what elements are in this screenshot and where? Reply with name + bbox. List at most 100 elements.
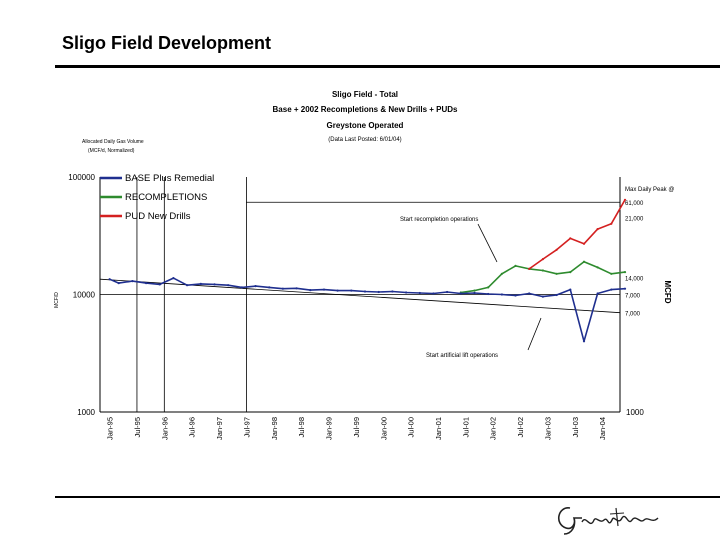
annotation-artificial-lift-arrow [527,317,542,351]
series-point-base [582,340,586,343]
series-point-base [268,286,271,289]
annotation-recompletion-arrow [477,223,498,263]
series-point-base [528,292,531,295]
series-point-base [391,290,394,293]
series-point-base [405,291,408,294]
annotation-artificial-lift: Start artificial lift operations [426,353,498,359]
series-point-base [131,280,134,283]
y-axis-label-left: MCF/D [54,292,60,308]
series-point-base [487,292,490,296]
series-point-pud [569,237,572,240]
x-tick-label: Jan-99 [325,417,334,440]
x-tick-label: Jan-00 [379,417,388,440]
series-point-recompletions [541,269,545,272]
series-point-pud [623,198,627,201]
series-line-base [109,277,626,343]
series-point-base [295,287,298,290]
series-point-base [227,284,230,287]
series-point-recompletions [487,286,490,289]
legend-label-base: BASE Plus Remedial [125,173,214,184]
slide-title: Sligo Field Development [62,33,272,53]
series-point-recompletions [623,271,627,274]
x-tick-label: Jan-96 [160,417,169,440]
reference-value: 14,000 [625,276,644,282]
series-point-pud [555,248,558,251]
series-point-recompletions [569,271,572,274]
series-point-recompletions [610,272,613,275]
reference-value: 7,000 [625,312,641,318]
series-point-base [569,288,572,291]
series-point-base [186,284,189,287]
x-tick-label: Jul-99 [352,417,361,437]
tick-labels: 100000 10000 1000 1000 Jan-95 Jul-95 Jan-96 Jul… [68,173,644,440]
series-point-base [199,282,202,285]
y-tick-label-left: 100000 [68,173,95,182]
chart-subtitle: (Data Last Posted: 6/01/04) [328,137,401,143]
series-point-base [254,285,257,288]
chart-legend: BASE Plus Remedial RECOMPLETIONS PUD New… [100,173,214,222]
series-point-recompletions [582,260,586,263]
series-point-base [459,292,462,295]
series-point-base [555,293,558,297]
series-lines [108,198,627,343]
series-point-base [596,292,599,295]
series-point-base [363,290,367,293]
x-tick-label: Jan-04 [598,417,607,440]
reference-value: 61,000 [625,201,644,207]
series-point-base [322,288,326,291]
series-point-base [309,289,312,292]
chart-note-line-1: Allocated Daily Gas Volume [82,139,144,145]
series-point-recompletions [514,264,517,267]
series-point-pud [528,267,531,270]
series-point-base [473,291,476,295]
series-point-base [514,294,517,297]
series-point-base [336,289,339,292]
series-line-recompletions [460,260,626,294]
series-point-recompletions [473,289,476,292]
series-point-pud [541,258,545,261]
x-tick-label: Jul-95 [133,417,142,437]
x-tick-label: Jul-96 [188,417,197,437]
x-tick-label: Jan-97 [215,417,224,440]
series-point-base [281,287,284,290]
series-point-base [541,295,545,298]
x-tick-label: Jul-97 [242,417,251,437]
x-tick-label: Jan-03 [543,417,552,440]
series-point-base [446,290,449,294]
series-point-base [108,278,111,281]
x-tick-label: Jul-01 [461,417,470,437]
annotation-recompletion: Start recompletion operations [400,217,478,223]
series-point-base [500,293,503,296]
series-point-recompletions [500,272,503,275]
series-point-pud [596,228,599,231]
reference-value: 21,000 [625,217,644,223]
x-tick-label: Jan-95 [106,417,115,440]
series-point-pud [610,222,613,225]
x-tick-label: Jul-03 [571,417,580,437]
chart-note-line-2: (MCF/d, Normalized) [88,148,135,154]
legend-label-pud: PUD New Drills [125,211,191,222]
x-tick-label: Jul-00 [407,417,416,437]
series-point-base [418,291,421,295]
series-point-base [213,283,216,286]
series-point-pud [582,242,586,245]
y-tick-label-left: 10000 [73,291,96,300]
footer-rule [55,496,720,498]
y-tick-label-left: 1000 [77,408,95,417]
series-point-base [117,282,120,285]
chart-title-line-2: Base + 2002 Recompletions & New Drills +… [273,105,459,114]
series-point-base [145,282,148,285]
x-tick-label: Jan-98 [270,417,279,440]
chart-title-line-1: Sligo Field - Total [332,90,398,99]
series-point-recompletions [555,272,558,275]
series-point-base [240,286,243,289]
header-rule [55,65,720,68]
reference-value: 7,000 [625,294,641,300]
legend-label-recompletions: RECOMPLETIONS [125,192,207,203]
x-tick-label: Jul-02 [516,417,525,437]
series-line-pud [528,199,626,270]
y-tick-label-right: 1000 [626,408,644,417]
y-axis-label-right: MCFD [663,280,672,303]
reference-label: Max Daily Peak @ [625,187,674,193]
